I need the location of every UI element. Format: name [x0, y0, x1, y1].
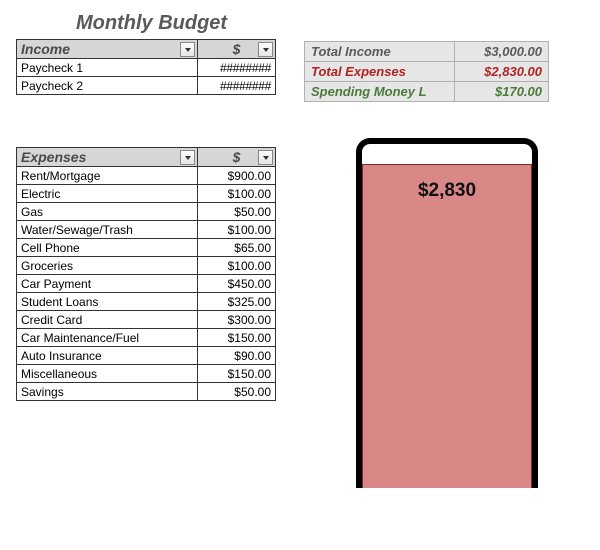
table-row: Cell Phone$65.00 [17, 239, 276, 257]
income-table: Income $ Paycheck 1########Paycheck 2###… [16, 39, 276, 95]
expense-amount[interactable]: $300.00 [198, 311, 276, 329]
table-row: Rent/Mortgage$900.00 [17, 167, 276, 185]
filter-dropdown-icon[interactable] [180, 42, 195, 57]
income-name[interactable]: Paycheck 2 [17, 77, 198, 95]
summary-label: Spending Money L [305, 82, 455, 102]
table-row: Car Payment$450.00 [17, 275, 276, 293]
expense-name[interactable]: Cell Phone [17, 239, 198, 257]
expense-name[interactable]: Groceries [17, 257, 198, 275]
expense-name[interactable]: Auto Insurance [17, 347, 198, 365]
table-row: Credit Card$300.00 [17, 311, 276, 329]
expenses-table: Expenses $ Rent/Mortgage$900.00Electric$… [16, 147, 276, 401]
table-row: Paycheck 1######## [17, 59, 276, 77]
table-row: Gas$50.00 [17, 203, 276, 221]
summary-value: $170.00 [455, 82, 549, 102]
expense-amount[interactable]: $150.00 [198, 365, 276, 383]
table-row: Water/Sewage/Trash$100.00 [17, 221, 276, 239]
expense-amount[interactable]: $100.00 [198, 257, 276, 275]
expense-name[interactable]: Student Loans [17, 293, 198, 311]
filter-dropdown-icon[interactable] [258, 42, 273, 57]
expense-name[interactable]: Rent/Mortgage [17, 167, 198, 185]
table-row: Car Maintenance/Fuel$150.00 [17, 329, 276, 347]
table-row: Electric$100.00 [17, 185, 276, 203]
expense-amount[interactable]: $90.00 [198, 347, 276, 365]
expenses-header-amount[interactable]: $ [198, 148, 276, 167]
expenses-header-name-text: Expenses [21, 149, 86, 165]
summary-row: Total Income$3,000.00 [305, 42, 549, 62]
income-amount[interactable]: ######## [198, 77, 276, 95]
expense-name[interactable]: Car Payment [17, 275, 198, 293]
table-row: Auto Insurance$90.00 [17, 347, 276, 365]
expense-name[interactable]: Water/Sewage/Trash [17, 221, 198, 239]
summary-value: $2,830.00 [455, 62, 549, 82]
table-row: Groceries$100.00 [17, 257, 276, 275]
expense-name[interactable]: Savings [17, 383, 198, 401]
summary-label: Total Income [305, 42, 455, 62]
expense-amount[interactable]: $325.00 [198, 293, 276, 311]
expense-amount[interactable]: $900.00 [198, 167, 276, 185]
summary-row: Total Expenses$2,830.00 [305, 62, 549, 82]
expense-amount[interactable]: $450.00 [198, 275, 276, 293]
expense-amount[interactable]: $65.00 [198, 239, 276, 257]
expense-name[interactable]: Credit Card [17, 311, 198, 329]
table-row: Savings$50.00 [17, 383, 276, 401]
table-row: Student Loans$325.00 [17, 293, 276, 311]
filter-dropdown-icon[interactable] [180, 150, 195, 165]
expense-amount[interactable]: $100.00 [198, 221, 276, 239]
table-row: Miscellaneous$150.00 [17, 365, 276, 383]
expense-name[interactable]: Miscellaneous [17, 365, 198, 383]
gauge-label: $2,830 [356, 180, 538, 202]
summary-label: Total Expenses [305, 62, 455, 82]
expense-name[interactable]: Electric [17, 185, 198, 203]
income-header-amount[interactable]: $ [198, 40, 276, 59]
summary-table: Total Income$3,000.00Total Expenses$2,83… [304, 41, 549, 102]
income-header-name[interactable]: Income [17, 40, 198, 59]
expense-name[interactable]: Car Maintenance/Fuel [17, 329, 198, 347]
summary-row: Spending Money L$170.00 [305, 82, 549, 102]
gauge-fill [362, 164, 532, 488]
summary-value: $3,000.00 [455, 42, 549, 62]
expense-amount[interactable]: $50.00 [198, 203, 276, 221]
income-header-amount-text: $ [233, 41, 241, 57]
filter-dropdown-icon[interactable] [258, 150, 273, 165]
expense-name[interactable]: Gas [17, 203, 198, 221]
table-row: Paycheck 2######## [17, 77, 276, 95]
expenses-header-name[interactable]: Expenses [17, 148, 198, 167]
expense-gauge: $2,830 [356, 138, 538, 488]
expense-amount[interactable]: $150.00 [198, 329, 276, 347]
expense-amount[interactable]: $50.00 [198, 383, 276, 401]
income-name[interactable]: Paycheck 1 [17, 59, 198, 77]
income-amount[interactable]: ######## [198, 59, 276, 77]
expense-amount[interactable]: $100.00 [198, 185, 276, 203]
expenses-header-amount-text: $ [233, 149, 241, 165]
page-title: Monthly Budget [76, 12, 584, 35]
income-header-name-text: Income [21, 41, 70, 57]
